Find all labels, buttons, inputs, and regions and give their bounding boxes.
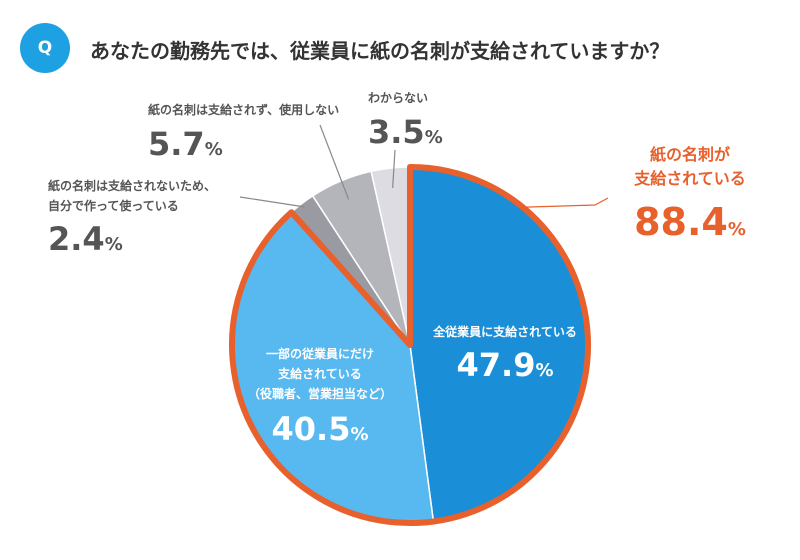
slice-label-unknown: わからない [368,91,428,105]
leader-highlight [525,197,609,208]
pct-unit: % [105,234,123,255]
slice-label-some-employees-2: 支給されている [277,366,362,381]
highlight-label-1: 紙の名刺が [650,145,730,164]
svg-text:40.5%: 40.5% [272,410,369,448]
svg-text:2.4%: 2.4% [48,220,123,258]
pct-unit: % [205,139,223,160]
slice-value-self-made: 2.4 [48,220,105,258]
slice-label-not-used: 紙の名刺は支給されず、使用しない [148,102,339,117]
highlight-value: 88.4 [634,200,728,244]
leader-not-used [319,124,350,200]
pct-unit: % [425,127,443,148]
slice-value-some-employees: 40.5 [272,410,351,448]
svg-text:3.5%: 3.5% [368,113,443,151]
svg-text:88.4%: 88.4% [634,200,746,244]
question-badge: Q [20,23,70,73]
slice-value-not-used: 5.7 [148,125,205,163]
svg-text:5.7%: 5.7% [148,125,223,163]
pct-unit: % [350,424,368,445]
slice-label-some-employees-1: 一部の従業員にだけ [266,346,374,361]
highlight-label-2: 支給されている [633,169,746,188]
slice-label-some-employees-3: （役職者、営業担当など） [248,386,392,401]
leader-self-made [239,196,305,208]
slice-label-self-made-1: 紙の名刺は支給されないため、 [48,178,216,193]
leader-unknown [392,149,396,188]
highlight-outline [229,164,591,526]
slice-label-self-made-2: 自分で作って使っている [48,198,179,213]
slice-value-all-employees: 47.9 [457,346,536,384]
slice-all-employees [409,166,589,523]
pct-unit: % [535,360,553,381]
svg-text:47.9%: 47.9% [457,346,554,384]
slice-label-all-employees: 全従業員に支給されている [432,324,577,339]
question-title: あなたの勤務先では、従業員に紙の名刺が支給されていますか？ [90,39,670,63]
slice-value-unknown: 3.5 [368,113,425,151]
pct-unit: % [728,219,746,240]
